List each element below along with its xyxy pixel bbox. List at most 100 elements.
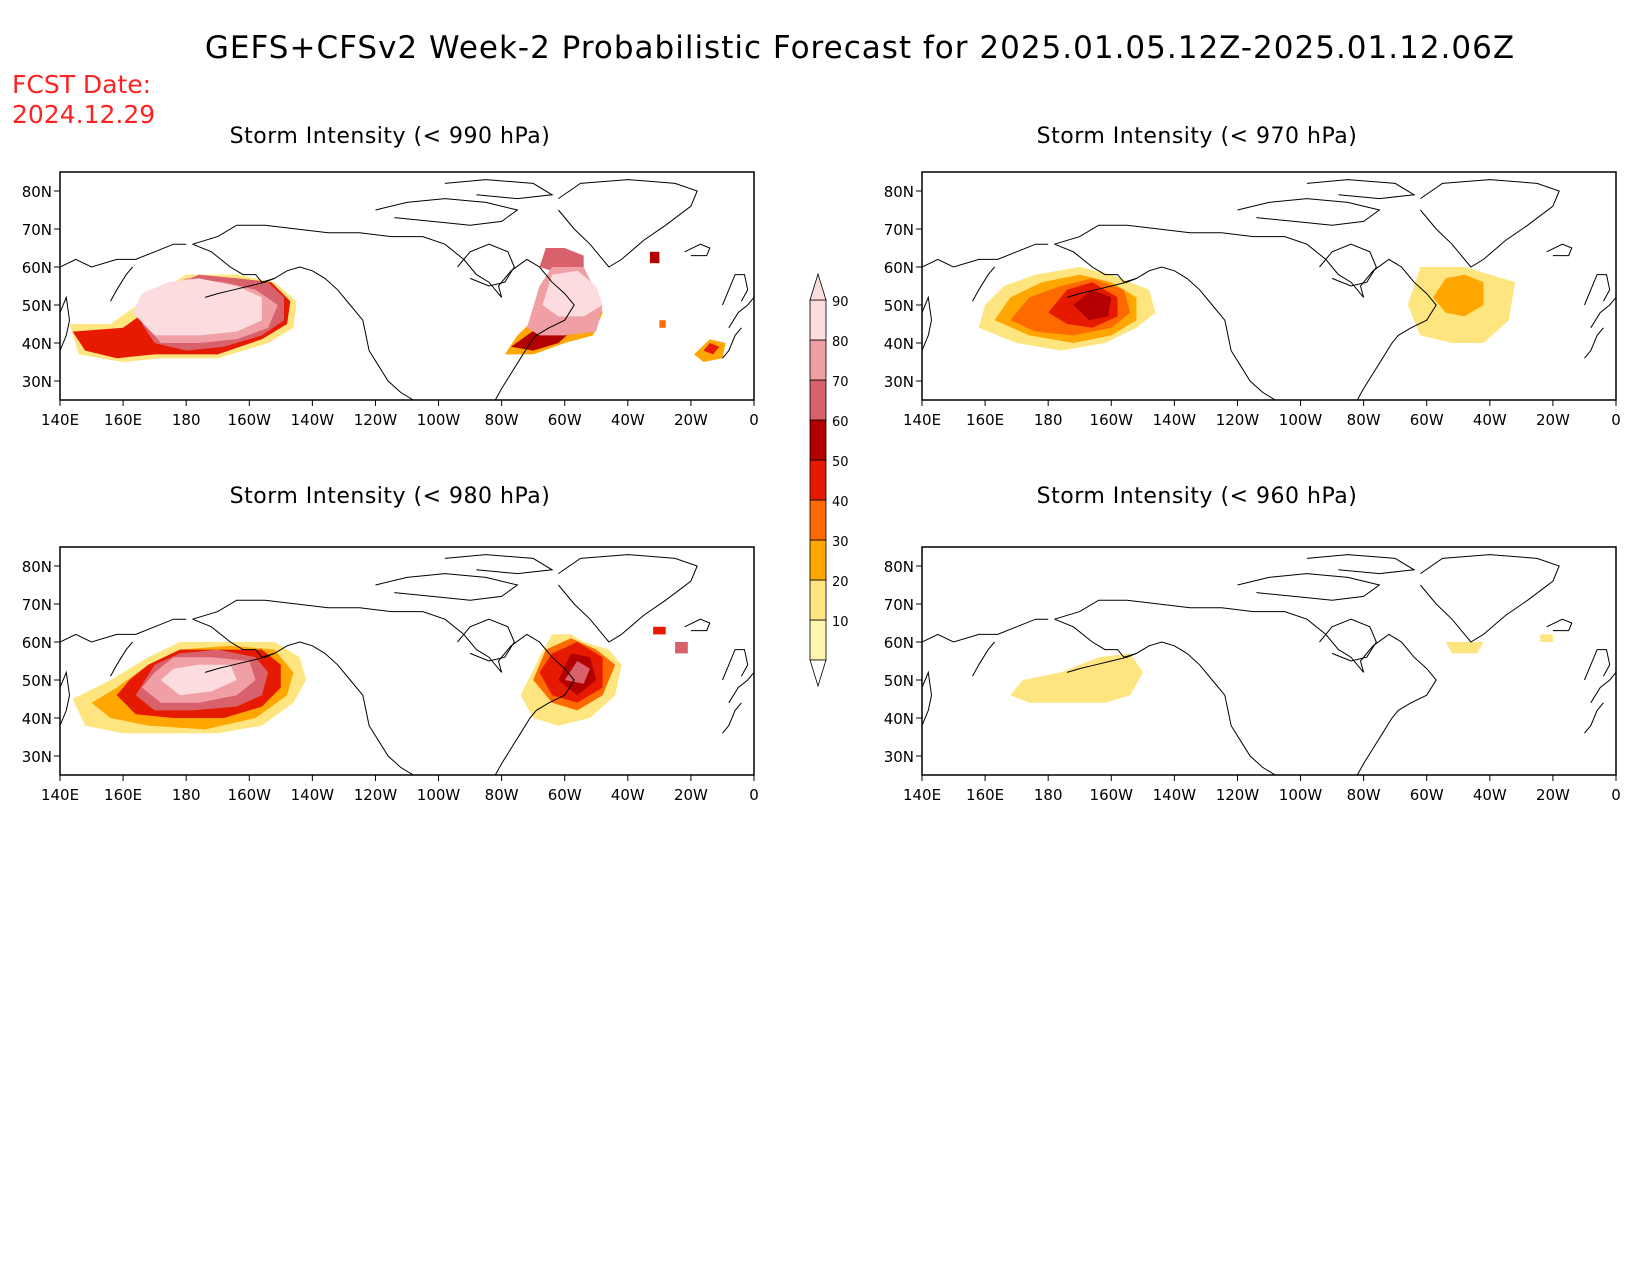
forecast-date: 2024.12.29	[12, 100, 156, 129]
coastline	[1546, 618, 1573, 632]
coastline	[192, 243, 414, 400]
lon-tick-label: 140E	[41, 411, 79, 429]
lon-tick-label: 20W	[1536, 786, 1570, 804]
colorbar-segment	[809, 499, 827, 541]
colorbar-label: 20	[832, 575, 849, 590]
lat-tick-label: 80N	[22, 183, 52, 201]
colorbar-segment	[809, 579, 827, 621]
lon-tick-label: 60W	[548, 786, 582, 804]
coastline	[722, 327, 742, 359]
lon-tick-label: 100W	[417, 786, 461, 804]
colorbar-top-arrow	[809, 272, 827, 301]
probability-area	[132, 278, 262, 336]
colorbar-label: 10	[832, 615, 849, 630]
colorbar-segment	[809, 619, 827, 661]
lat-tick-label: 80N	[22, 558, 52, 576]
coastline	[1590, 297, 1616, 329]
coastline	[922, 295, 933, 351]
coastline	[558, 554, 698, 643]
map-panel-1: 140E 160E 180 160W 140W 120W 100W 80W 60W 40W 20W 0…	[884, 171, 1621, 429]
coastline	[1066, 277, 1137, 298]
lon-tick-label: 80W	[1347, 411, 1381, 429]
probability-area	[653, 626, 666, 635]
lon-tick-label: 140W	[1153, 411, 1197, 429]
colorbar-label: 80	[832, 335, 849, 350]
lon-tick-label: 80W	[485, 411, 519, 429]
lon-tick-label: 20W	[674, 411, 708, 429]
coastline	[1319, 618, 1377, 662]
coastline	[1054, 224, 1437, 400]
map-frame	[59, 171, 755, 401]
lat-tick-label: 30N	[884, 748, 914, 766]
probability-area	[703, 343, 720, 355]
lat-tick-label: 50N	[884, 297, 914, 315]
coastline	[1584, 649, 1611, 681]
lon-tick-label: 60W	[1410, 411, 1444, 429]
coastline	[1584, 702, 1604, 734]
lon-tick-label: 40W	[611, 786, 645, 804]
lat-tick-label: 50N	[22, 297, 52, 315]
coastline	[457, 243, 515, 287]
coastline	[1584, 327, 1604, 359]
lon-tick-label: 180	[172, 411, 201, 429]
coastline	[192, 618, 414, 775]
colorbar-label: 70	[832, 375, 849, 390]
lon-tick-label: 120W	[1216, 786, 1260, 804]
coastline	[1054, 243, 1276, 400]
coastline	[60, 618, 187, 643]
lon-tick-label: 20W	[674, 786, 708, 804]
probability-area	[1445, 642, 1484, 654]
coastline	[722, 649, 749, 681]
coastline	[192, 224, 575, 400]
coastline	[922, 618, 1049, 643]
lon-tick-label: 60W	[548, 411, 582, 429]
coastline	[1237, 198, 1381, 226]
colorbar-segment	[809, 379, 827, 421]
lon-tick-label: 120W	[354, 411, 398, 429]
colorbar-segment	[809, 419, 827, 461]
lat-tick-label: 80N	[884, 183, 914, 201]
lon-tick-label: 0	[749, 411, 759, 429]
forecast-date-label: FCST Date:	[12, 70, 152, 99]
coastline	[722, 702, 742, 734]
lon-tick-label: 80W	[1347, 786, 1381, 804]
lat-tick-label: 40N	[884, 335, 914, 353]
lat-tick-label: 70N	[22, 221, 52, 239]
coastline	[1237, 573, 1381, 601]
map-panel-2: 140E 160E 180 160W 140W 120W 100W 80W 60W 40W 20W 0…	[22, 546, 759, 804]
probability-area	[542, 270, 603, 317]
coastline	[110, 266, 133, 302]
coastline	[1319, 243, 1377, 287]
coastline	[60, 670, 71, 726]
lon-tick-label: 40W	[611, 411, 645, 429]
lat-tick-label: 80N	[884, 558, 914, 576]
lat-tick-label: 70N	[884, 221, 914, 239]
coastline	[1306, 554, 1416, 575]
coastline	[1420, 179, 1560, 268]
coastline	[110, 641, 133, 677]
colorbar-label: 40	[832, 495, 849, 510]
lon-tick-label: 100W	[1279, 786, 1323, 804]
lon-tick-label: 0	[1611, 786, 1621, 804]
lon-tick-label: 120W	[354, 786, 398, 804]
lat-tick-label: 50N	[884, 672, 914, 690]
panel-title-980: Storm Intensity (< 980 hPa)	[229, 484, 551, 509]
probability-area	[564, 661, 590, 684]
panel-title-990: Storm Intensity (< 990 hPa)	[229, 124, 551, 149]
coastline	[722, 274, 749, 306]
lon-tick-label: 20W	[1536, 411, 1570, 429]
lon-tick-label: 160E	[104, 786, 142, 804]
lon-tick-label: 160W	[228, 411, 272, 429]
probability-area	[1010, 653, 1143, 703]
lon-tick-label: 0	[749, 786, 759, 804]
lon-tick-label: 100W	[417, 411, 461, 429]
panel-title-960: Storm Intensity (< 960 hPa)	[1036, 484, 1358, 509]
lon-tick-label: 40W	[1473, 786, 1507, 804]
lon-tick-label: 160E	[104, 411, 142, 429]
lon-tick-label: 180	[1034, 786, 1063, 804]
lon-tick-label: 80W	[485, 786, 519, 804]
coastline	[1054, 618, 1276, 775]
lat-tick-label: 60N	[884, 634, 914, 652]
chart-title: GEFS+CFSv2 Week-2 Probabilistic Forecast…	[204, 30, 1516, 66]
